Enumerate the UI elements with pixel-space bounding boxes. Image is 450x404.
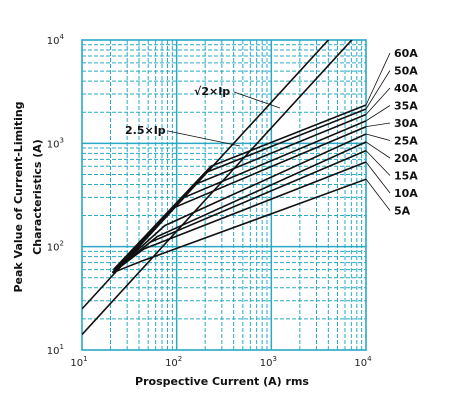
legend-leader-25A [365, 133, 391, 141]
y-tick-label: 103 [47, 136, 64, 150]
annotation-2p5-leader [167, 130, 241, 147]
legend-leader-50A [365, 70, 391, 110]
legend-label-20A: 20A [394, 152, 418, 165]
legend-leader-30A [365, 122, 391, 128]
legend: 60A 50A 40A 35A 30A 25A 20A 15A 10A 5A [394, 47, 418, 218]
series-lines [111, 104, 366, 274]
legend-label-40A: 40A [394, 82, 418, 95]
legend-label-10A: 10A [394, 187, 418, 200]
grid [81, 39, 367, 351]
y-axis-label-line2: Characteristics (A) [31, 139, 44, 255]
reference-line-1 [82, 40, 353, 336]
legend-leader-10A [365, 161, 391, 194]
legend-leader-40A [365, 87, 391, 115]
legend-leaders [365, 52, 391, 211]
x-tick-label: 104 [354, 355, 372, 369]
y-axis-label-line1: Peak Value of Current-Limiting [12, 101, 25, 292]
legend-label-25A: 25A [394, 135, 418, 148]
x-tick-label: 102 [165, 355, 182, 369]
plot-frame [81, 39, 367, 351]
y-tick-label: 101 [47, 343, 64, 357]
x-tick-label: 101 [70, 355, 87, 369]
legend-leader-20A [365, 141, 391, 159]
annotation-2p5-ip: 2.5×Ip [125, 124, 166, 137]
series-line-25A [111, 133, 366, 274]
series-line-30A [111, 125, 366, 274]
annotation-sqrt2-leader [233, 91, 281, 109]
x-axis-label: Prospective Current (A) rms [135, 375, 309, 388]
legend-label-5A: 5A [394, 205, 411, 218]
series-line-60A [112, 104, 366, 271]
tick-labels: 101 102 103 104 101 102 103 104 [47, 33, 372, 369]
legend-label-15A: 15A [394, 170, 418, 183]
legend-label-60A: 60A [394, 47, 418, 60]
legend-leader-35A [365, 105, 391, 122]
legend-label-50A: 50A [394, 65, 418, 78]
y-tick-label: 102 [47, 240, 64, 254]
legend-label-30A: 30A [394, 117, 418, 130]
x-tick-label: 103 [260, 355, 277, 369]
legend-leader-60A [365, 52, 391, 106]
series-line-5A [112, 178, 366, 274]
legend-label-35A: 35A [394, 100, 418, 113]
y-tick-label: 104 [47, 33, 65, 47]
annotation-sqrt2-ip: √2×Ip [194, 85, 230, 98]
legend-leader-15A [365, 150, 391, 176]
legend-leader-5A [365, 178, 391, 211]
series-line-10A [112, 161, 366, 274]
annotations: √2×Ip 2.5×Ip [125, 85, 281, 147]
